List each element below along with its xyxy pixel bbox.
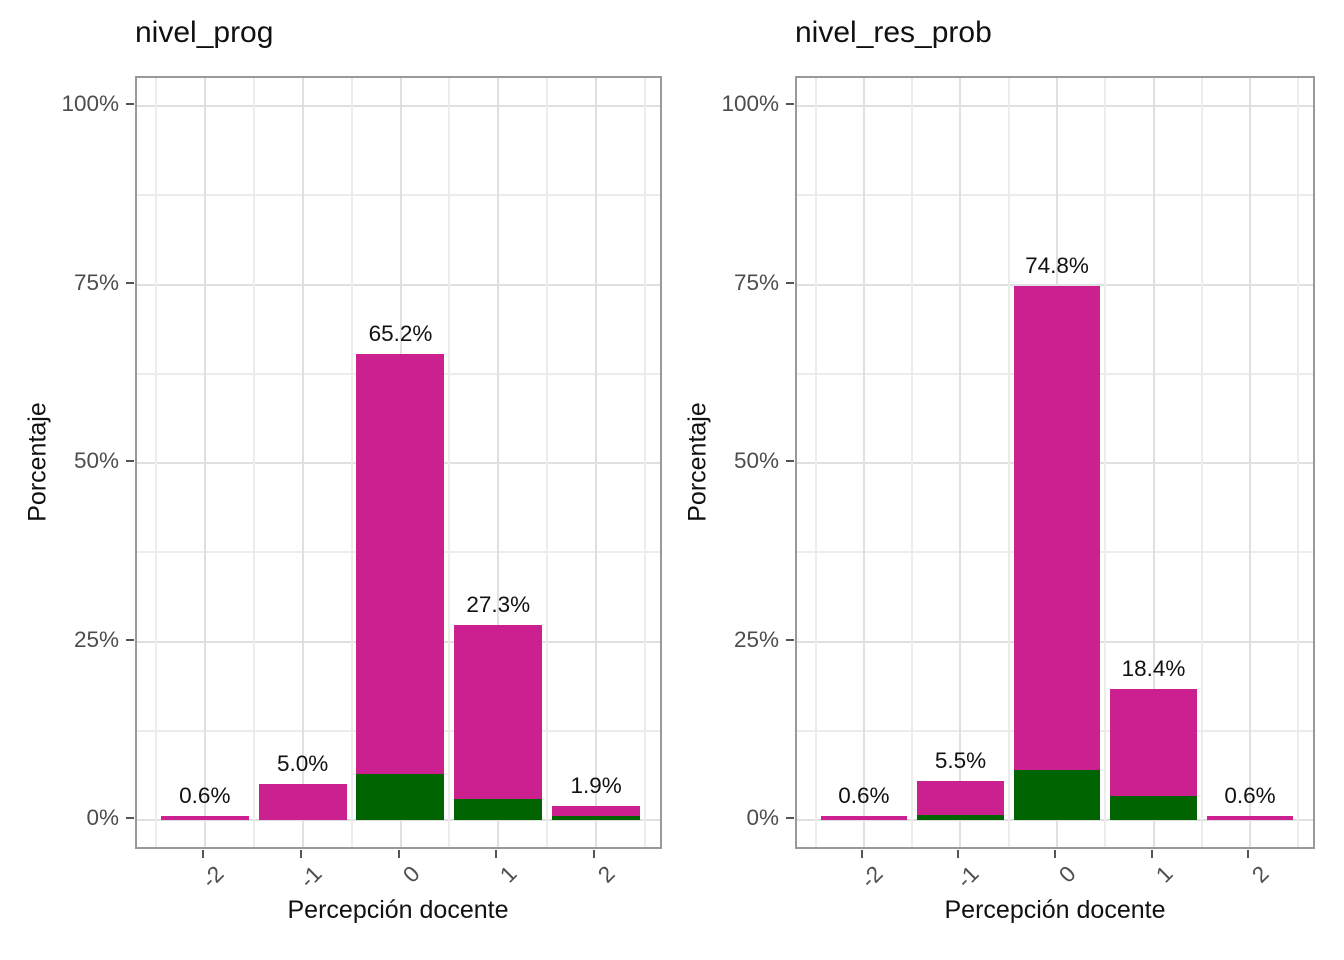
gridline-major-h [797, 283, 1313, 286]
x-tick-mark [593, 850, 596, 858]
bar-value-label: 65.2% [368, 321, 433, 347]
gridline-major-v [1152, 78, 1155, 847]
y-tick-label: 100% [61, 91, 119, 116]
y-tick-mark [126, 103, 134, 105]
gridline-minor-v [1007, 78, 1010, 847]
y-tick-label: 75% [73, 269, 119, 295]
y-tick-mark [786, 103, 794, 105]
bar-segment-magenta [820, 815, 908, 820]
gridline-major-v [301, 78, 304, 847]
gridline-major-h [137, 105, 660, 107]
bar-segment-green [917, 815, 1004, 820]
gridline-major-h [137, 819, 660, 821]
bar-segment-magenta [1206, 815, 1294, 820]
bar-segment-green [1110, 796, 1197, 820]
gridline-major-h [137, 283, 660, 286]
bar-segment-magenta [1013, 285, 1101, 770]
y-tick-mark [786, 817, 794, 819]
gridline-major-h [797, 105, 1313, 107]
bar-value-label: 0.6% [179, 782, 231, 808]
x-tick-mark [1150, 850, 1153, 858]
bar-segment-magenta [917, 780, 1004, 815]
x-axis-title: Percepción docente [944, 896, 1166, 924]
bar-segment-magenta [160, 815, 249, 820]
plot-title: nivel_res_prob [795, 16, 992, 49]
gridline-major-v [1249, 78, 1252, 847]
gridline-minor-h [137, 194, 660, 197]
x-tick-label: -2 [196, 861, 229, 893]
gridline-minor-h [797, 194, 1313, 197]
y-tick-label: 50% [733, 448, 779, 473]
y-tick-mark [126, 281, 134, 284]
x-tick-mark [957, 850, 960, 858]
bar-value-label: 74.8% [1025, 252, 1089, 278]
bar-segment-magenta [552, 806, 641, 816]
bar-value-label: 5.0% [277, 751, 329, 777]
x-tick-mark [495, 850, 498, 858]
gridline-minor-v [911, 78, 914, 847]
gridline-minor-v [350, 78, 353, 847]
x-tick-mark [860, 850, 863, 858]
bar-segment-magenta [454, 625, 543, 800]
gridline-major-v [203, 78, 206, 847]
chart-panel: 0.6% 5.5% 74.8% 18.4% 0.6% [795, 76, 1315, 849]
gridline-minor-v [1200, 78, 1203, 847]
bar-value-label: 27.3% [466, 592, 531, 618]
plot-title: nivel_prog [135, 16, 274, 49]
x-tick-label: -2 [855, 861, 888, 893]
y-tick-label: 25% [733, 626, 779, 652]
gridline-minor-v [643, 78, 646, 847]
gridline-major-v [595, 78, 598, 847]
y-tick-label: 100% [721, 91, 779, 116]
y-tick-mark [786, 638, 794, 641]
y-tick-label: 50% [73, 448, 119, 473]
gridline-minor-v [1104, 78, 1107, 847]
y-tick-mark [126, 817, 134, 819]
gridline-major-h [797, 819, 1313, 821]
x-axis-title: Percepción docente [287, 896, 509, 924]
bar-segment-magenta [1110, 688, 1197, 797]
bar-segment-green [1013, 770, 1101, 820]
gridline-minor-v [546, 78, 549, 847]
bar-value-label: 5.5% [934, 747, 987, 773]
y-tick-label: 0% [86, 805, 119, 830]
y-tick-label: 25% [73, 626, 119, 652]
gridline-minor-v [814, 78, 817, 847]
bar-value-label: 1.9% [570, 773, 622, 799]
x-tick-mark [397, 850, 400, 858]
bar-segment-magenta [258, 784, 347, 820]
y-tick-mark [126, 638, 134, 641]
gridline-minor-v [448, 78, 451, 847]
bar-segment-green [454, 799, 543, 820]
x-tick-mark [201, 850, 204, 858]
x-tick-mark [299, 850, 302, 858]
gridline-major-v [497, 78, 500, 847]
y-tick-label: 0% [746, 805, 779, 830]
x-tick-label: 2 [593, 861, 620, 888]
bar-segment-magenta [356, 354, 445, 775]
gridline-minor-v [155, 78, 158, 847]
y-tick-mark [126, 460, 134, 462]
bar-value-label: 0.6% [838, 782, 890, 808]
x-tick-mark [1247, 850, 1250, 858]
bar-segment-green [356, 774, 445, 820]
x-tick-label: 2 [1247, 861, 1274, 888]
chart-panel: 0.6% 5.0% 65.2% 27.3% 1.9% [135, 76, 662, 849]
gridline-minor-v [252, 78, 255, 847]
gridline-major-v [959, 78, 962, 847]
y-tick-mark [786, 281, 794, 284]
gridline-major-v [862, 78, 865, 847]
y-tick-label: 75% [733, 269, 779, 295]
bar-segment-green [552, 815, 641, 820]
bar-value-label: 0.6% [1224, 782, 1276, 808]
y-tick-mark [786, 460, 794, 462]
gridline-minor-v [1297, 78, 1300, 847]
bar-value-label: 18.4% [1121, 655, 1186, 681]
x-tick-mark [1054, 850, 1056, 858]
